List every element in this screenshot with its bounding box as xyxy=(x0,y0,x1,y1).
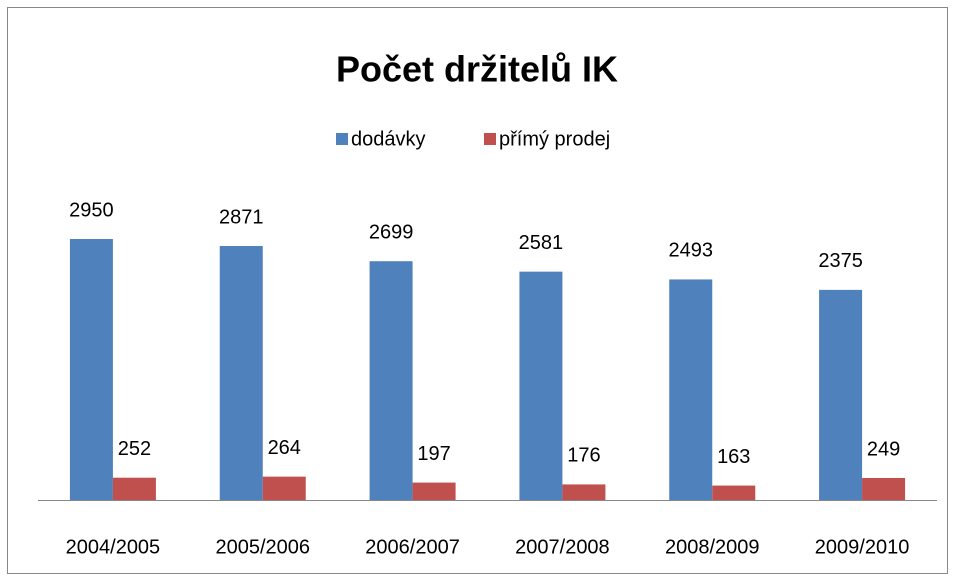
data-label: 2493 xyxy=(669,240,714,262)
x-tick-label: 2008/2009 xyxy=(665,536,760,558)
bar xyxy=(669,279,713,500)
x-tick-label: 2004/2005 xyxy=(66,536,161,558)
data-label: 2375 xyxy=(818,250,863,272)
bar xyxy=(519,271,563,500)
data-label: 2950 xyxy=(69,199,114,221)
bar xyxy=(369,261,413,500)
chart-title: Počet držitelů IK xyxy=(336,49,618,90)
data-label: 2581 xyxy=(519,232,564,254)
data-label: 252 xyxy=(118,438,151,460)
bar xyxy=(562,484,606,500)
bar xyxy=(219,245,263,500)
x-tick-label: 2006/2007 xyxy=(365,536,460,558)
data-label: 197 xyxy=(417,443,450,465)
bar xyxy=(69,239,113,500)
data-label: 249 xyxy=(867,438,900,460)
legend-label: dodávky xyxy=(351,128,426,150)
bar xyxy=(862,477,906,500)
bar xyxy=(112,477,156,500)
legend-label: přímý prodej xyxy=(499,128,610,150)
bar xyxy=(412,482,456,500)
data-label: 2699 xyxy=(369,221,414,243)
legend-swatch xyxy=(336,133,348,145)
data-label: 163 xyxy=(717,446,750,468)
x-tick-label: 2005/2006 xyxy=(215,536,310,558)
x-tick-label: 2009/2010 xyxy=(815,536,910,558)
chart-border xyxy=(7,7,948,574)
bar xyxy=(262,476,306,500)
data-label: 176 xyxy=(567,445,600,467)
legend-swatch xyxy=(484,133,496,145)
data-label: 2871 xyxy=(219,206,264,228)
bar xyxy=(819,289,863,500)
bar xyxy=(712,485,756,500)
data-label: 264 xyxy=(268,437,301,459)
x-tick-label: 2007/2008 xyxy=(515,536,610,558)
